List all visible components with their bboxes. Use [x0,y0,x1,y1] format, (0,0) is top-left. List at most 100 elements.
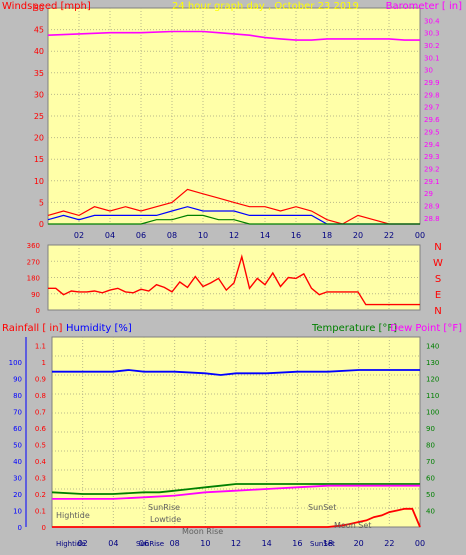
y-tick-label: 30.4 [424,17,440,25]
right-axis-label: Barometer [ in] [386,1,462,12]
x-tick-label: 02 [74,231,84,240]
y-tick-label: 0 [42,524,46,532]
x-tick-label: 12 [229,231,239,240]
y-tick-label: 29.2 [424,165,440,173]
y-tick-label: 0.5 [35,441,46,449]
y-tick-label: 50 [13,441,22,449]
y-tick-label: 28.9 [424,202,440,210]
x-tick-label: 00 [415,539,425,548]
y-tick-label: 0 [18,524,22,532]
x-tick-label: 10 [200,539,210,548]
compass-label: W [433,258,443,269]
y-tick-label: 110 [426,392,439,400]
x-tick-label: 14 [260,231,270,240]
annotation: Moon Rise [182,527,223,536]
x-tick-label: 18 [323,539,333,548]
chart-title: 24 hour graph day , October 23 2019 [172,1,359,12]
annotation: Lowtide [150,515,181,524]
x-tick-label: 02 [78,539,88,548]
bottom-label: SunRise [136,540,164,548]
y-tick-label: 15 [34,155,44,164]
y-tick-label: 90 [31,291,40,299]
y-tick-label: 0.7 [35,408,46,416]
y-tick-label: 5 [39,198,44,207]
y-tick-label: 60 [13,425,22,433]
x-tick-label: 00 [415,231,425,240]
y-tick-label: 29.9 [424,79,440,87]
annotation: SunRise [148,503,180,512]
series-line [51,483,420,495]
y-tick-label: 120 [426,375,439,383]
x-tick-label: 10 [198,231,208,240]
x-tick-label: 06 [136,231,146,240]
x-tick-label: 18 [322,231,332,240]
y-tick-label: 25 [34,112,44,121]
compass-label: S [435,274,441,285]
y-tick-label: 270 [27,258,40,266]
y-tick-label: 80 [426,441,435,449]
y-tick-label: 35 [34,69,44,78]
series-line [48,254,420,306]
y-tick-label: 0 [39,220,44,229]
y-tick-label: 60 [426,474,435,482]
dewpoint-label: Dew Point [°F] [390,323,462,334]
x-tick-label: 14 [262,539,272,548]
x-tick-label: 08 [167,231,177,240]
y-tick-label: 29.5 [424,128,440,136]
x-tick-label: 22 [384,539,394,548]
y-tick-label: 0.9 [35,375,46,383]
x-tick-label: 04 [108,539,118,548]
y-tick-label: 0.3 [35,474,46,482]
left-axis-label: Windspeed [mph] [2,1,91,12]
y-tick-label: 100 [426,408,439,416]
y-tick-label: 29.6 [424,116,440,124]
y-tick-label: 70 [13,408,22,416]
compass-label: E [435,290,441,301]
y-tick-label: 29.8 [424,91,440,99]
y-tick-label: 80 [13,392,22,400]
x-tick-label: 20 [353,231,363,240]
y-tick-label: 29.7 [424,104,440,112]
y-tick-label: 10 [13,507,22,515]
y-tick-label: 20 [13,491,22,499]
x-tick-label: 06 [139,539,149,548]
humidity-label: Humidity [%] [66,323,132,334]
x-tick-label: 20 [354,539,364,548]
x-tick-label: 04 [105,231,115,240]
x-tick-label: 16 [291,231,301,240]
bottom-label: Hightide [56,540,86,548]
y-tick-label: 70 [426,458,435,466]
rainfall-label: Rainfall [ in] [2,323,63,334]
y-tick-label: 40 [426,507,435,515]
y-tick-label: 1.1 [35,342,46,350]
y-tick-label: 130 [426,359,439,367]
y-tick-label: 45 [34,26,44,35]
y-tick-label: 29.4 [424,141,440,149]
y-tick-label: 0.2 [35,491,46,499]
y-tick-label: 29.1 [424,178,440,186]
temperature-label: Temperature [°F] [311,323,397,334]
y-tick-label: 30 [13,474,22,482]
y-tick-label: 50 [426,491,435,499]
y-tick-label: 30 [424,67,433,75]
y-tick-label: 90 [13,375,22,383]
y-tick-label: 1 [42,359,46,367]
annotation: SunSet [308,503,336,512]
annotation: Moon Set [334,521,371,530]
compass-label: N [434,306,441,317]
y-tick-label: 0 [36,307,40,315]
y-tick-label: 0.8 [35,392,46,400]
series-line [52,484,420,500]
x-tick-label: 16 [292,539,302,548]
series-line [52,369,420,376]
series-line [47,188,420,225]
y-tick-label: 0.6 [35,425,47,433]
series-line [52,507,421,528]
y-tick-label: 360 [27,242,40,250]
y-tick-label: 90 [426,425,435,433]
y-tick-label: 0.1 [35,507,46,515]
y-tick-label: 20 [34,134,44,143]
series-line [47,30,420,41]
y-tick-label: 30 [34,90,44,99]
